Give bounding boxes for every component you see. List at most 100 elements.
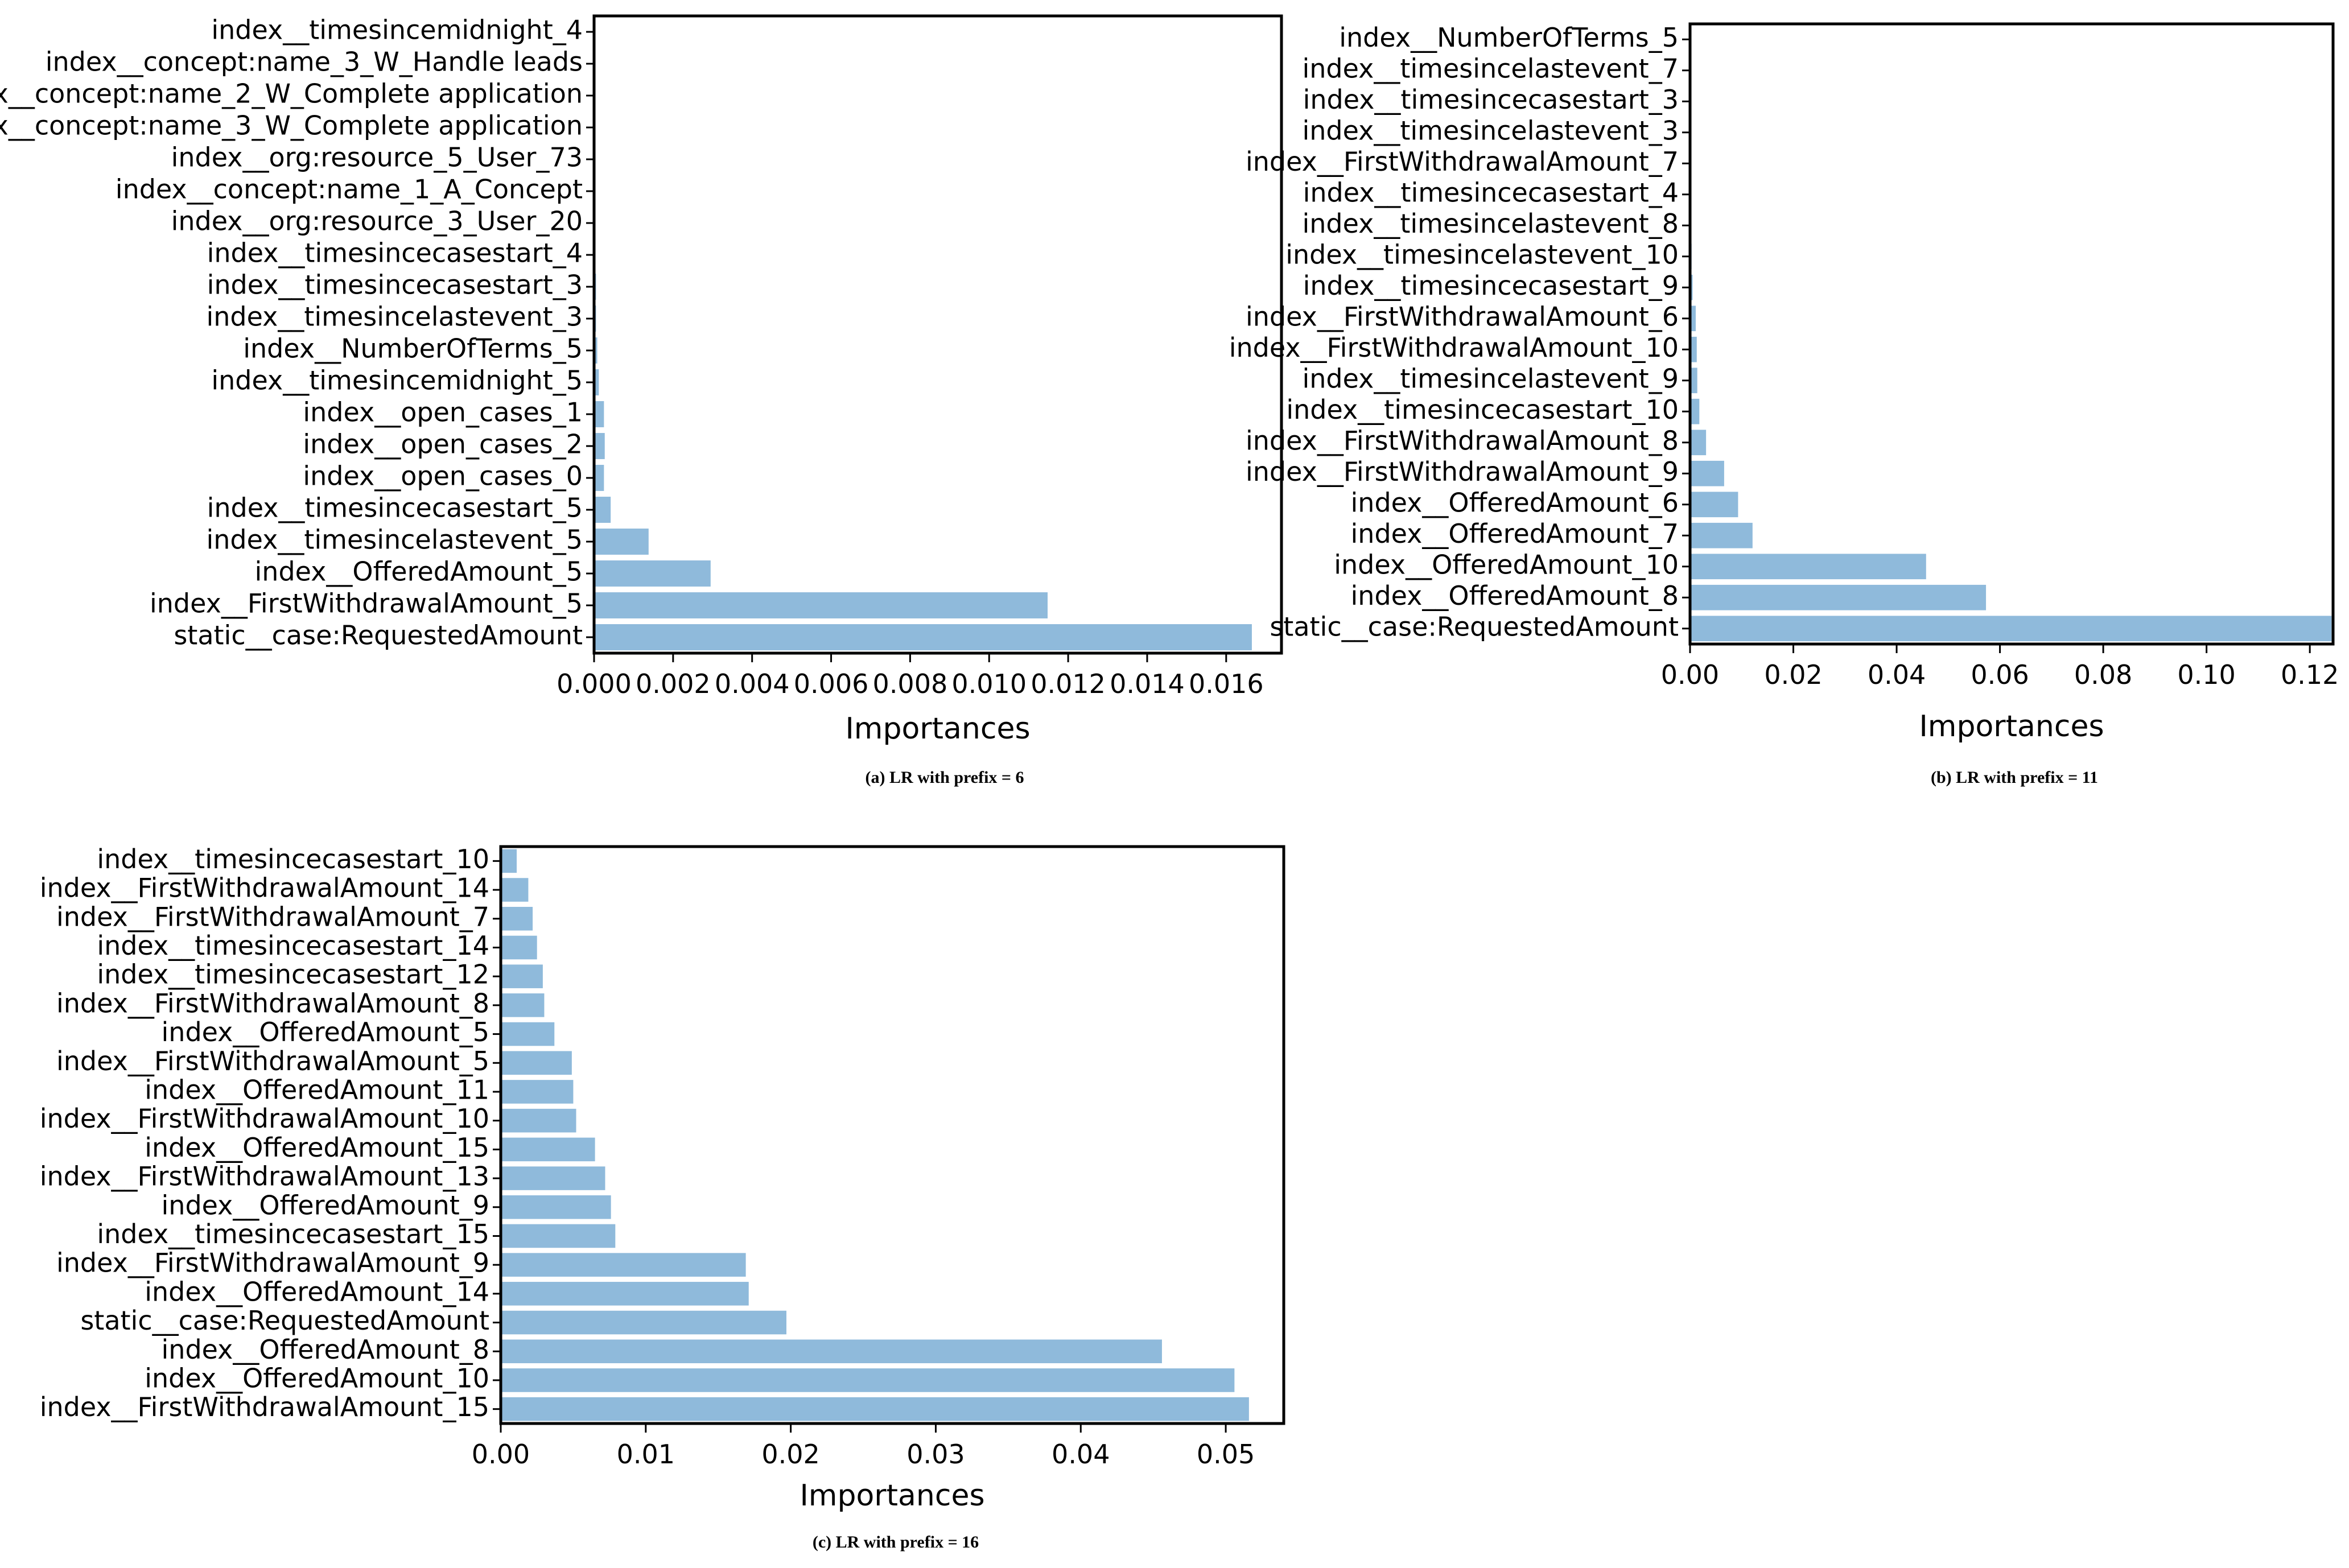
category-label: index__timesincelastevent_5 <box>206 525 583 555</box>
category-label: index__FirstWithdrawalAmount_13 <box>40 1161 489 1192</box>
x-tick-label: 0.016 <box>1189 669 1264 699</box>
category-label: index__OfferedAmount_11 <box>145 1074 489 1105</box>
category-label: index__OfferedAmount_10 <box>1334 549 1679 580</box>
bar <box>501 935 537 960</box>
category-label: index__timesincecasestart_14 <box>97 930 489 961</box>
category-label: index__timesincecasestart_3 <box>207 270 583 300</box>
category-label: index__timesincecasestart_4 <box>207 238 583 269</box>
bar <box>594 560 711 587</box>
bar <box>594 497 611 523</box>
x-tick-label: 0.08 <box>2074 659 2132 690</box>
x-axis-title: Importances <box>845 712 1030 746</box>
bar <box>594 529 649 555</box>
bar <box>1690 306 1696 332</box>
bar <box>501 1397 1249 1421</box>
bar <box>1690 398 1700 424</box>
category-label: static__case:RequestedAmount <box>1270 611 1679 642</box>
category-label: index__FirstWithdrawalAmount_5 <box>56 1046 489 1076</box>
category-label: index__timesincelastevent_3 <box>1302 115 1679 146</box>
x-tick-label: 0.02 <box>761 1439 819 1470</box>
category-label: index__timesincelastevent_9 <box>1302 363 1679 394</box>
bar <box>501 1224 616 1248</box>
bar <box>1690 460 1724 486</box>
x-tick-label: 0.00 <box>1661 659 1719 690</box>
category-label: index__OfferedAmount_7 <box>1351 518 1679 549</box>
category-label: index__FirstWithdrawalAmount_8 <box>1246 425 1679 456</box>
plot-frame <box>499 845 1285 1425</box>
x-tick-label: 0.000 <box>557 669 632 699</box>
panel-caption: (a) LR with prefix = 6 <box>865 768 1024 787</box>
bar <box>594 433 605 459</box>
category-label: index__FirstWithdrawalAmount_15 <box>40 1392 489 1422</box>
x-tick-label: 0.10 <box>2177 659 2235 690</box>
bar <box>1690 336 1697 362</box>
bar <box>501 1051 572 1075</box>
bar <box>501 849 517 873</box>
category-label: index__timesincemidnight_4 <box>211 15 583 46</box>
bar <box>1690 368 1697 394</box>
category-label: index__open_cases_1 <box>303 397 583 428</box>
x-tick-label: 0.006 <box>794 669 869 699</box>
category-label: index__open_cases_0 <box>303 461 583 492</box>
category-label: index__timesincelastevent_7 <box>1302 53 1679 84</box>
bar <box>501 1137 595 1162</box>
x-tick-label: 0.12 <box>2281 659 2339 690</box>
x-tick-label: 0.008 <box>873 669 948 699</box>
bar <box>1690 616 2332 642</box>
bar <box>594 592 1048 618</box>
x-axis-title: Importances <box>800 1479 984 1513</box>
category-label: index__timesincecasestart_12 <box>97 959 489 990</box>
x-tick-label: 0.02 <box>1764 659 1822 690</box>
category-label: index__FirstWithdrawalAmount_7 <box>1246 146 1679 177</box>
bar <box>501 1166 605 1190</box>
x-tick-label: 0.03 <box>906 1439 965 1470</box>
category-label: index__OfferedAmount_14 <box>145 1276 489 1307</box>
x-tick-label: 0.002 <box>636 669 711 699</box>
category-label: index__timesincelastevent_10 <box>1285 239 1679 270</box>
category-label: index__timesincecasestart_10 <box>1286 394 1679 425</box>
category-label: static__case:RequestedAmount <box>174 620 583 651</box>
bar <box>501 993 545 1017</box>
bar <box>594 465 604 491</box>
bar <box>501 1339 1162 1364</box>
category-label: index__FirstWithdrawalAmount_6 <box>1246 301 1679 332</box>
bar <box>501 878 529 902</box>
panel-a: index__timesincemidnight_4index__concept… <box>0 14 1283 787</box>
category-label: index__org:resource_3_User_20 <box>171 206 583 237</box>
x-tick-label: 0.012 <box>1031 669 1106 699</box>
category-label: index__FirstWithdrawalAmount_10 <box>40 1103 489 1134</box>
bar <box>594 337 597 364</box>
category-label: index__OfferedAmount_15 <box>145 1132 489 1163</box>
category-label: index__concept:name_3_W_Handle leads <box>46 47 583 77</box>
x-tick-label: 0.04 <box>1052 1439 1110 1470</box>
category-label: index__OfferedAmount_5 <box>162 1017 489 1047</box>
bar <box>501 1282 749 1306</box>
panel-c: index__timesincecasestart_10 index__First… <box>40 844 1285 1552</box>
category-label: index__OfferedAmount_8 <box>162 1334 489 1365</box>
panel-caption: (b) LR with prefix = 11 <box>1931 768 2098 787</box>
bar <box>1690 522 1753 548</box>
x-axis-title: Importances <box>1919 709 2104 744</box>
x-tick-label: 0.00 <box>472 1439 530 1470</box>
bar <box>594 369 599 395</box>
bar <box>501 906 533 931</box>
category-label: index__FirstWithdrawalAmount_10 <box>1229 332 1679 363</box>
bar <box>1690 554 1926 580</box>
bar <box>501 1310 786 1335</box>
x-tick-label: 0.014 <box>1110 669 1185 699</box>
category-label: index__org:resource_5_User_73 <box>171 142 583 173</box>
category-label: index__FirstWithdrawalAmount_9 <box>1246 456 1679 487</box>
bar <box>1690 430 1707 456</box>
category-label: index__FirstWithdrawalAmount_9 <box>56 1248 489 1278</box>
category-label: static__case:RequestedAmount <box>80 1305 489 1336</box>
category-label: index__concept:name_3_W_Complete applica… <box>0 110 583 141</box>
category-label: index__timesincecasestart_10 <box>97 844 489 874</box>
bar <box>1690 584 1987 610</box>
category-label: index__FirstWithdrawalAmount_5 <box>150 588 583 619</box>
panel-b: index__NumberOfTerms_5index__timesincela… <box>1229 22 2339 787</box>
bar <box>501 1108 576 1133</box>
category-label: index__OfferedAmount_9 <box>162 1190 489 1220</box>
category-label: index__FirstWithdrawalAmount_7 <box>56 901 489 932</box>
bar <box>501 1368 1235 1392</box>
category-label: index__OfferedAmount_8 <box>1351 580 1679 611</box>
